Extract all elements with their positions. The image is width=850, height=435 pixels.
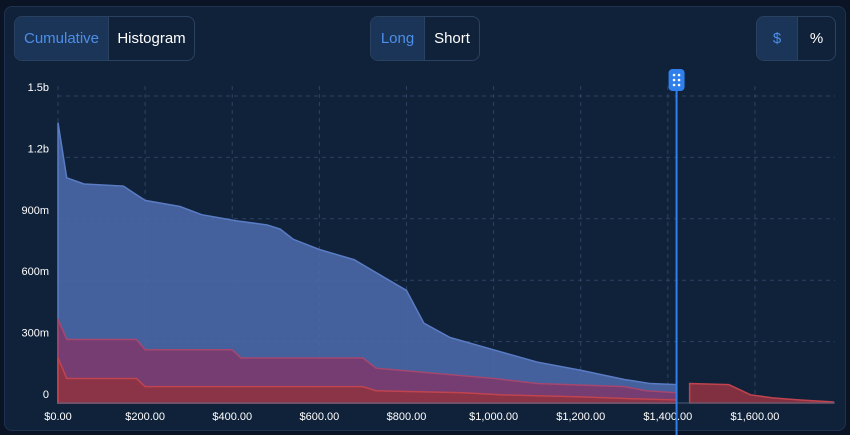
price-slider-handle [668, 69, 685, 91]
x-tick-label: $400.00 [212, 411, 252, 423]
x-tick-label: $1,000.00 [469, 411, 518, 423]
grip-dot [672, 83, 676, 87]
percent-unit-tab[interactable]: % [797, 17, 835, 60]
grip-dot [672, 73, 676, 77]
x-tick-label: $600.00 [299, 411, 339, 423]
y-tick-label: 600m [21, 266, 49, 278]
y-tick-label: 0 [43, 389, 49, 401]
y-tick-label: 300m [21, 328, 49, 340]
unit-toggle: $ % [756, 16, 836, 61]
x-tick-label: $0.00 [44, 411, 72, 423]
histogram-tab[interactable]: Histogram [108, 17, 194, 60]
area-series [57, 122, 678, 404]
grip-dot [677, 78, 681, 82]
x-tick-label: $1,600.00 [730, 411, 779, 423]
short-tab[interactable]: Short [424, 17, 479, 60]
grip-dot [672, 78, 676, 82]
grip-dot [677, 83, 681, 87]
x-tick-label: $200.00 [125, 411, 165, 423]
area-series [57, 318, 678, 404]
cumulative-tab[interactable]: Cumulative [15, 17, 108, 60]
y-tick-label: 1.2b [28, 143, 49, 155]
view-toggle: Cumulative Histogram [14, 16, 195, 61]
grip-dots-icon[interactable] [672, 73, 681, 87]
x-tick-label: $1,200.00 [556, 411, 605, 423]
grip-dot [677, 73, 681, 77]
long-tab[interactable]: Long [371, 17, 424, 60]
x-tick-label: $1,400.00 [643, 411, 692, 423]
side-toggle: Long Short [370, 16, 480, 61]
dollar-unit-tab[interactable]: $ [757, 17, 797, 60]
x-tick-label: $800.00 [387, 411, 427, 423]
area-series [688, 382, 835, 404]
y-tick-label: 1.5b [28, 82, 49, 94]
area-series [57, 357, 678, 404]
y-tick-label: 900m [21, 205, 49, 217]
